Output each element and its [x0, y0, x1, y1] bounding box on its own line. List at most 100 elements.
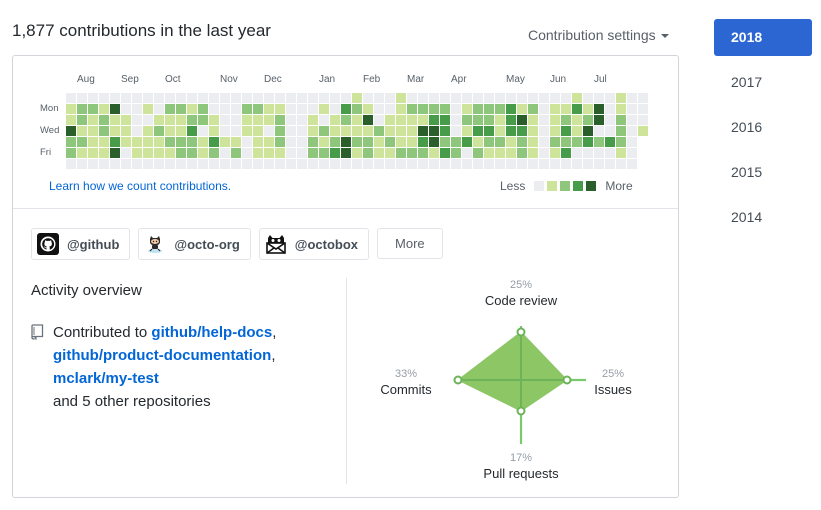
- contribution-day[interactable]: [88, 104, 98, 114]
- contribution-day[interactable]: [132, 126, 142, 136]
- contribution-day[interactable]: [638, 104, 648, 114]
- contribution-day[interactable]: [407, 93, 417, 103]
- contribution-day[interactable]: [154, 137, 164, 147]
- contribution-day[interactable]: [550, 93, 560, 103]
- contribution-day[interactable]: [99, 159, 109, 169]
- contribution-day[interactable]: [187, 115, 197, 125]
- contribution-day[interactable]: [451, 126, 461, 136]
- contribution-day[interactable]: [572, 104, 582, 114]
- contribution-day[interactable]: [330, 93, 340, 103]
- contribution-day[interactable]: [407, 148, 417, 158]
- contribution-day[interactable]: [132, 148, 142, 158]
- contribution-day[interactable]: [143, 148, 153, 158]
- contribution-day[interactable]: [594, 137, 604, 147]
- contribution-day[interactable]: [517, 159, 527, 169]
- contribution-day[interactable]: [363, 126, 373, 136]
- contribution-day[interactable]: [627, 104, 637, 114]
- contribution-day[interactable]: [627, 159, 637, 169]
- contribution-day[interactable]: [121, 104, 131, 114]
- contribution-day[interactable]: [561, 115, 571, 125]
- contribution-day[interactable]: [264, 93, 274, 103]
- year-link-2018[interactable]: 2018: [714, 19, 812, 56]
- contribution-day[interactable]: [550, 159, 560, 169]
- contribution-day[interactable]: [363, 159, 373, 169]
- contribution-day[interactable]: [528, 115, 538, 125]
- contribution-day[interactable]: [176, 137, 186, 147]
- contribution-day[interactable]: [583, 115, 593, 125]
- contribution-day[interactable]: [88, 93, 98, 103]
- org-filter-octobox[interactable]: @octobox: [258, 228, 370, 260]
- contribution-day[interactable]: [165, 104, 175, 114]
- contribution-day[interactable]: [561, 137, 571, 147]
- year-link-2014[interactable]: 2014: [731, 209, 763, 225]
- contribution-day[interactable]: [484, 104, 494, 114]
- contribution-day[interactable]: [418, 104, 428, 114]
- contribution-day[interactable]: [297, 115, 307, 125]
- contribution-day[interactable]: [264, 104, 274, 114]
- contribution-day[interactable]: [242, 126, 252, 136]
- contribution-day[interactable]: [506, 148, 516, 158]
- contribution-day[interactable]: [319, 126, 329, 136]
- contribution-day[interactable]: [594, 126, 604, 136]
- contribution-day[interactable]: [583, 137, 593, 147]
- contribution-day[interactable]: [374, 148, 384, 158]
- org-filter-octo-org[interactable]: @octo-org: [138, 228, 251, 260]
- contribution-day[interactable]: [473, 148, 483, 158]
- contribution-day[interactable]: [374, 137, 384, 147]
- contribution-day[interactable]: [297, 137, 307, 147]
- contribution-day[interactable]: [209, 159, 219, 169]
- contribution-day[interactable]: [220, 137, 230, 147]
- contribution-day[interactable]: [638, 115, 648, 125]
- contribution-day[interactable]: [418, 148, 428, 158]
- contribution-day[interactable]: [209, 137, 219, 147]
- contribution-day[interactable]: [231, 159, 241, 169]
- contribution-day[interactable]: [506, 115, 516, 125]
- contribution-day[interactable]: [528, 137, 538, 147]
- contribution-day[interactable]: [330, 137, 340, 147]
- contribution-day[interactable]: [132, 104, 142, 114]
- contribution-day[interactable]: [572, 115, 582, 125]
- contribution-day[interactable]: [506, 159, 516, 169]
- contribution-day[interactable]: [297, 104, 307, 114]
- contribution-day[interactable]: [627, 148, 637, 158]
- contribution-day[interactable]: [209, 115, 219, 125]
- contribution-day[interactable]: [231, 104, 241, 114]
- contribution-day[interactable]: [121, 126, 131, 136]
- contribution-day[interactable]: [495, 137, 505, 147]
- contribution-day[interactable]: [319, 93, 329, 103]
- contribution-day[interactable]: [231, 137, 241, 147]
- contribution-day[interactable]: [396, 104, 406, 114]
- contribution-day[interactable]: [319, 148, 329, 158]
- contribution-day[interactable]: [264, 159, 274, 169]
- contribution-day[interactable]: [495, 104, 505, 114]
- contribution-day[interactable]: [176, 159, 186, 169]
- contribution-day[interactable]: [539, 159, 549, 169]
- contribution-day[interactable]: [253, 126, 263, 136]
- contribution-day[interactable]: [572, 137, 582, 147]
- contribution-day[interactable]: [297, 93, 307, 103]
- contribution-day[interactable]: [198, 137, 208, 147]
- contribution-day[interactable]: [583, 159, 593, 169]
- contribution-day[interactable]: [165, 126, 175, 136]
- contribution-day[interactable]: [473, 104, 483, 114]
- contribution-day[interactable]: [143, 104, 153, 114]
- contribution-day[interactable]: [308, 126, 318, 136]
- contribution-day[interactable]: [528, 93, 538, 103]
- contribution-day[interactable]: [627, 93, 637, 103]
- contribution-settings-dropdown[interactable]: Contribution settings: [528, 27, 669, 43]
- contribution-day[interactable]: [374, 104, 384, 114]
- contribution-day[interactable]: [506, 93, 516, 103]
- contribution-day[interactable]: [165, 93, 175, 103]
- contribution-day[interactable]: [66, 104, 76, 114]
- contribution-day[interactable]: [451, 104, 461, 114]
- contribution-day[interactable]: [165, 137, 175, 147]
- contribution-day[interactable]: [66, 159, 76, 169]
- contribution-day[interactable]: [506, 104, 516, 114]
- contribution-day[interactable]: [627, 126, 637, 136]
- contribution-day[interactable]: [594, 115, 604, 125]
- contribution-day[interactable]: [154, 148, 164, 158]
- contribution-day[interactable]: [484, 148, 494, 158]
- contribution-day[interactable]: [594, 93, 604, 103]
- contribution-day[interactable]: [176, 148, 186, 158]
- contribution-day[interactable]: [418, 126, 428, 136]
